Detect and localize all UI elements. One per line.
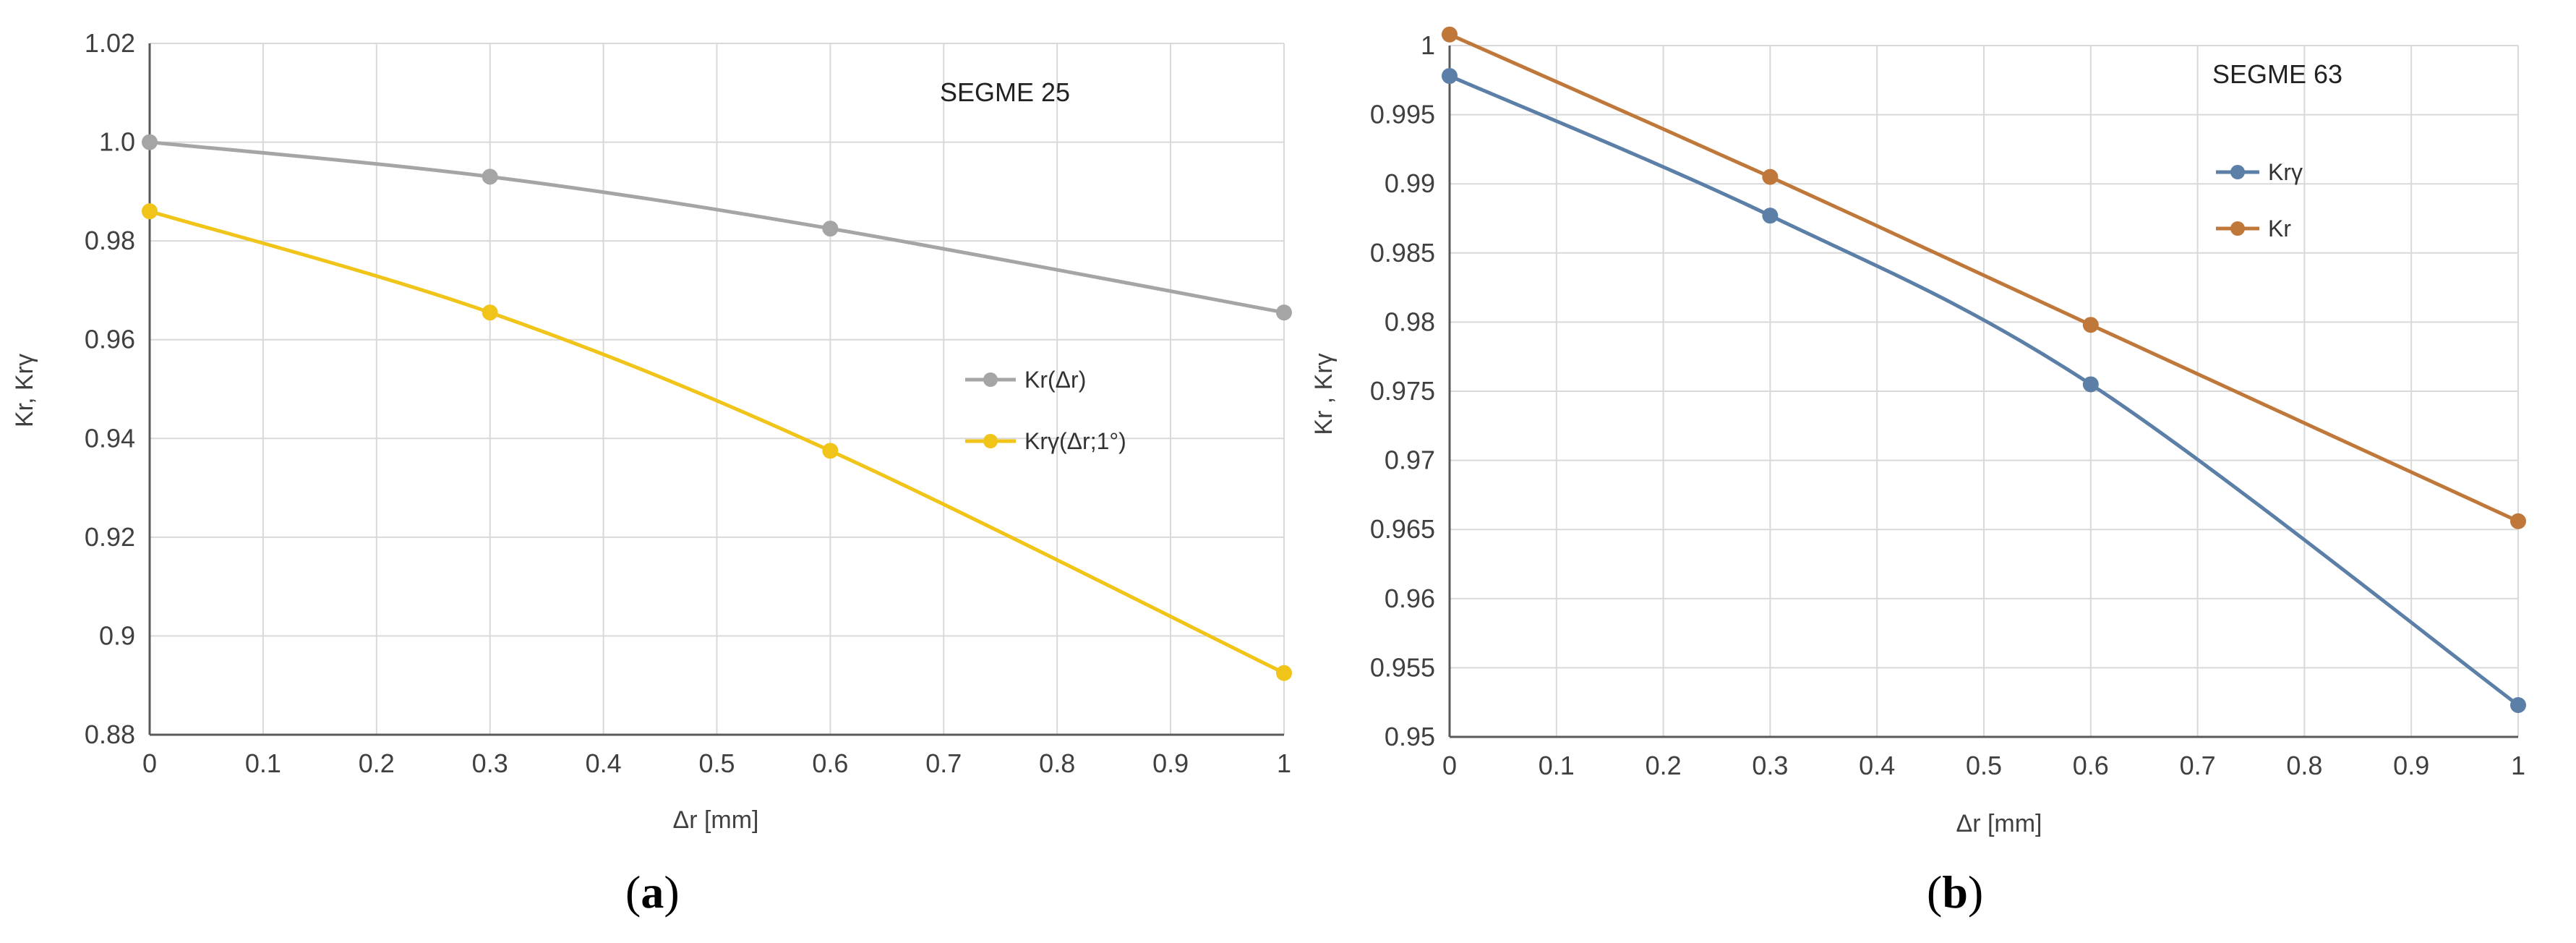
x-tick-label: 0.4 <box>1859 751 1895 780</box>
legend-marker <box>2230 221 2245 236</box>
x-axis-label: Δr [mm] <box>672 806 758 834</box>
data-point <box>142 203 158 220</box>
data-point <box>1276 304 1292 321</box>
x-tick-label: 0 <box>142 748 157 778</box>
y-axis-label: Kr, Krγ <box>11 354 38 427</box>
data-point <box>482 304 498 321</box>
data-point <box>2510 697 2526 714</box>
chart-annotation: SEGME 25 <box>940 77 1070 107</box>
legend-marker <box>983 434 998 448</box>
chart-annotation: SEGME 63 <box>2212 59 2342 89</box>
x-tick-label: 0.5 <box>698 748 735 778</box>
y-tick-label: 0.98 <box>1385 307 1435 336</box>
x-tick-label: 0 <box>1442 751 1457 780</box>
x-tick-label: 0.1 <box>1539 751 1575 780</box>
x-tick-label: 0.3 <box>472 748 508 778</box>
chart-a: 0 0.1 0.2 0.3 0.4 0.5 0.6 0.7 0.8 0.9 1 0.88 0.9 0.92… <box>11 28 1292 918</box>
y-tick-label: 0.985 <box>1370 238 1435 268</box>
data-point <box>1762 168 1779 185</box>
y-tick-label: 0.88 <box>85 720 135 749</box>
series-line <box>1449 74 2520 707</box>
x-tick-label: 0.8 <box>2286 751 2322 780</box>
y-tick-label: 0.94 <box>85 423 135 453</box>
x-tick-label: 0.7 <box>925 748 962 778</box>
x-tick-label: 0.9 <box>2393 751 2429 780</box>
legend-label: Krγ <box>2268 159 2303 185</box>
data-point <box>142 134 158 150</box>
y-tick-label: 1.0 <box>99 127 135 157</box>
y-tick-label: 0.975 <box>1370 376 1435 406</box>
x-tick-label: 0.8 <box>1039 748 1075 778</box>
x-tick-label: 1 <box>2511 751 2525 780</box>
data-point <box>1276 665 1292 681</box>
x-tick-label: 0.2 <box>359 748 395 778</box>
data-point <box>1762 208 1779 224</box>
x-tick-label: 0.1 <box>245 748 281 778</box>
data-point <box>1442 68 1458 85</box>
y-tick-label: 0.99 <box>1385 168 1435 198</box>
y-tick-label: 0.96 <box>85 325 135 354</box>
panel-label: (b) <box>1927 866 1983 918</box>
series-line <box>1448 33 2520 523</box>
y-axis-label: Kr , Krγ <box>1310 353 1338 435</box>
x-tick-label: 0.7 <box>2180 751 2216 780</box>
data-point <box>2510 513 2526 529</box>
legend-label: Kr <box>2268 216 2291 242</box>
legend-label: Kr(Δr) <box>1024 367 1086 393</box>
y-tick-label: 0.98 <box>85 226 135 255</box>
y-tick-label: 0.95 <box>1385 722 1435 751</box>
x-tick-label: 0.4 <box>586 748 622 778</box>
data-point <box>482 168 498 185</box>
data-point <box>822 221 839 237</box>
x-tick-label: 0.6 <box>812 748 848 778</box>
series-line <box>149 209 1285 675</box>
y-tick-label: 0.9 <box>99 620 135 650</box>
x-tick-label: 0.5 <box>1966 751 2002 780</box>
x-axis-label: Δr [mm] <box>1956 810 2042 837</box>
y-tick-label: 0.995 <box>1370 100 1435 129</box>
x-tick-label: 0.3 <box>1752 751 1788 780</box>
legend-marker <box>983 372 998 387</box>
data-point <box>2082 317 2099 333</box>
x-tick-label: 1 <box>1277 748 1291 778</box>
legend-marker <box>2230 165 2245 179</box>
panel-label: (a) <box>625 866 680 918</box>
legend-label: Krγ(Δr;1°) <box>1024 428 1126 454</box>
y-tick-label: 1.02 <box>85 28 135 58</box>
y-tick-label: 0.965 <box>1370 514 1435 544</box>
series-line <box>149 140 1285 315</box>
x-tick-label: 0.6 <box>2073 751 2109 780</box>
y-tick-label: 0.955 <box>1370 652 1435 682</box>
x-tick-label: 0.2 <box>1646 751 1682 780</box>
data-point <box>2082 376 2099 393</box>
data-point <box>1442 26 1458 43</box>
y-tick-label: 0.97 <box>1385 445 1435 475</box>
x-tick-label: 0.9 <box>1152 748 1189 778</box>
data-point <box>822 443 839 459</box>
chart-b: 0 0.1 0.2 0.3 0.4 0.5 0.6 0.7 0.8 0.9 1 0.95 0.955 0.… <box>1310 26 2526 918</box>
y-tick-label: 0.96 <box>1385 584 1435 613</box>
y-tick-label: 0.92 <box>85 522 135 552</box>
y-tick-label: 1 <box>1421 30 1435 60</box>
